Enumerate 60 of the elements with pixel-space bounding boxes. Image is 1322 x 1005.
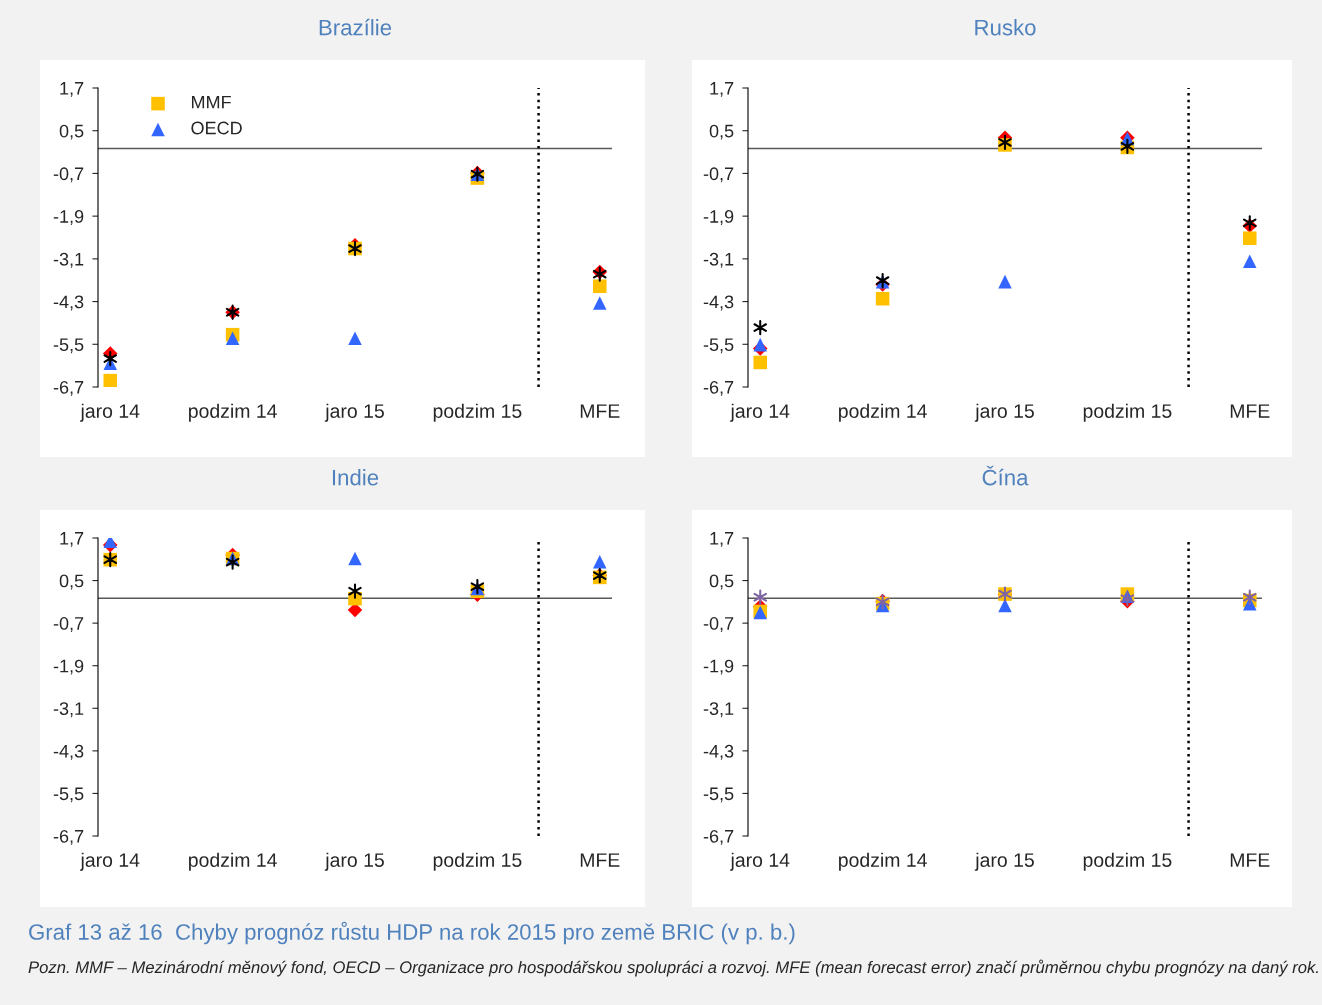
chart-title: Čína: [982, 465, 1029, 486]
x-tick-label: podzim 15: [433, 403, 522, 422]
legend-label: OECD: [191, 121, 242, 135]
x-tick-label: MFE: [1230, 404, 1270, 418]
y-tick-label: -0,7: [53, 167, 84, 183]
y-tick-label: -1,9: [53, 210, 84, 225]
y-tick-label: -5,5: [703, 787, 734, 803]
y-tick-label: -1,9: [53, 659, 84, 675]
y-tick-label: 1,7: [710, 532, 734, 547]
chart-title: Indie: [332, 469, 379, 486]
x-tick-label: podzim 14: [189, 852, 277, 871]
x-tick-label: jaro 14: [730, 852, 790, 871]
x-tick-label: jaro 14: [730, 403, 790, 422]
x-tick-label: MFE: [580, 404, 620, 418]
y-tick-label: 0,5: [709, 124, 734, 140]
y-tick-label: -6,7: [53, 380, 84, 396]
x-tick-label: podzim 15: [1083, 403, 1172, 422]
x-tick-label: jaro 15: [974, 403, 1034, 422]
text: Pozn. MMF – Mezinárodní měnový fond, OECD – Organizace pro hospodářskou spolupráci a rozvoj. MFE (mean forecast error) značí průměrnou chybu prognózy na daný rok.: [28, 959, 1318, 977]
y-tick-label: -1,9: [703, 210, 734, 225]
y-tick-label: -6,7: [703, 829, 734, 845]
y-tick-label: -4,3: [703, 744, 734, 760]
y-tick-label: -4,3: [53, 295, 84, 311]
x-tick-label: podzim 14: [839, 403, 927, 422]
y-tick-label: 1,7: [60, 82, 84, 97]
chart-title: Rusko: [975, 19, 1036, 36]
y-tick-label: -0,7: [703, 167, 734, 183]
y-tick-label: -6,7: [703, 380, 734, 396]
y-tick-label: 1,7: [60, 532, 84, 547]
y-tick-label: -6,7: [53, 829, 84, 845]
text: Graf 13 až 16 Chyby prognóz růstu HDP na rok 2015 pro země BRIC (v p. b.): [29, 921, 795, 945]
y-tick-label: -5,5: [703, 338, 734, 354]
x-tick-label: jaro 15: [324, 852, 384, 871]
y-tick-label: -0,7: [53, 617, 84, 632]
x-tick-label: MFE: [580, 853, 620, 867]
x-tick-label: MFE: [1230, 853, 1270, 867]
x-tick-label: jaro 15: [974, 852, 1034, 871]
y-tick-label: -5,5: [53, 787, 84, 803]
y-tick-label: -4,3: [703, 295, 734, 311]
legend-label: MMF: [191, 95, 231, 109]
y-tick-label: -3,1: [703, 702, 734, 718]
x-tick-label: podzim 15: [1083, 852, 1172, 871]
x-tick-label: jaro 14: [80, 403, 140, 422]
x-tick-label: podzim 15: [433, 852, 522, 871]
x-tick-label: jaro 15: [324, 403, 384, 422]
y-tick-label: -0,7: [703, 617, 734, 632]
y-tick-label: -1,9: [703, 659, 734, 675]
y-tick-label: 0,5: [59, 574, 84, 590]
chart-title: Brazílie: [319, 18, 392, 36]
y-tick-label: -3,1: [53, 702, 84, 718]
y-tick-label: -5,5: [53, 338, 84, 354]
y-tick-label: 0,5: [59, 124, 84, 140]
y-tick-label: -3,1: [53, 252, 84, 268]
x-tick-label: jaro 14: [80, 852, 140, 871]
x-tick-label: podzim 14: [189, 403, 277, 422]
y-tick-label: 0,5: [709, 574, 734, 590]
y-tick-label: 1,7: [710, 82, 734, 97]
y-tick-label: -4,3: [53, 744, 84, 760]
x-tick-label: podzim 14: [839, 852, 927, 871]
y-tick-label: -3,1: [703, 252, 734, 268]
